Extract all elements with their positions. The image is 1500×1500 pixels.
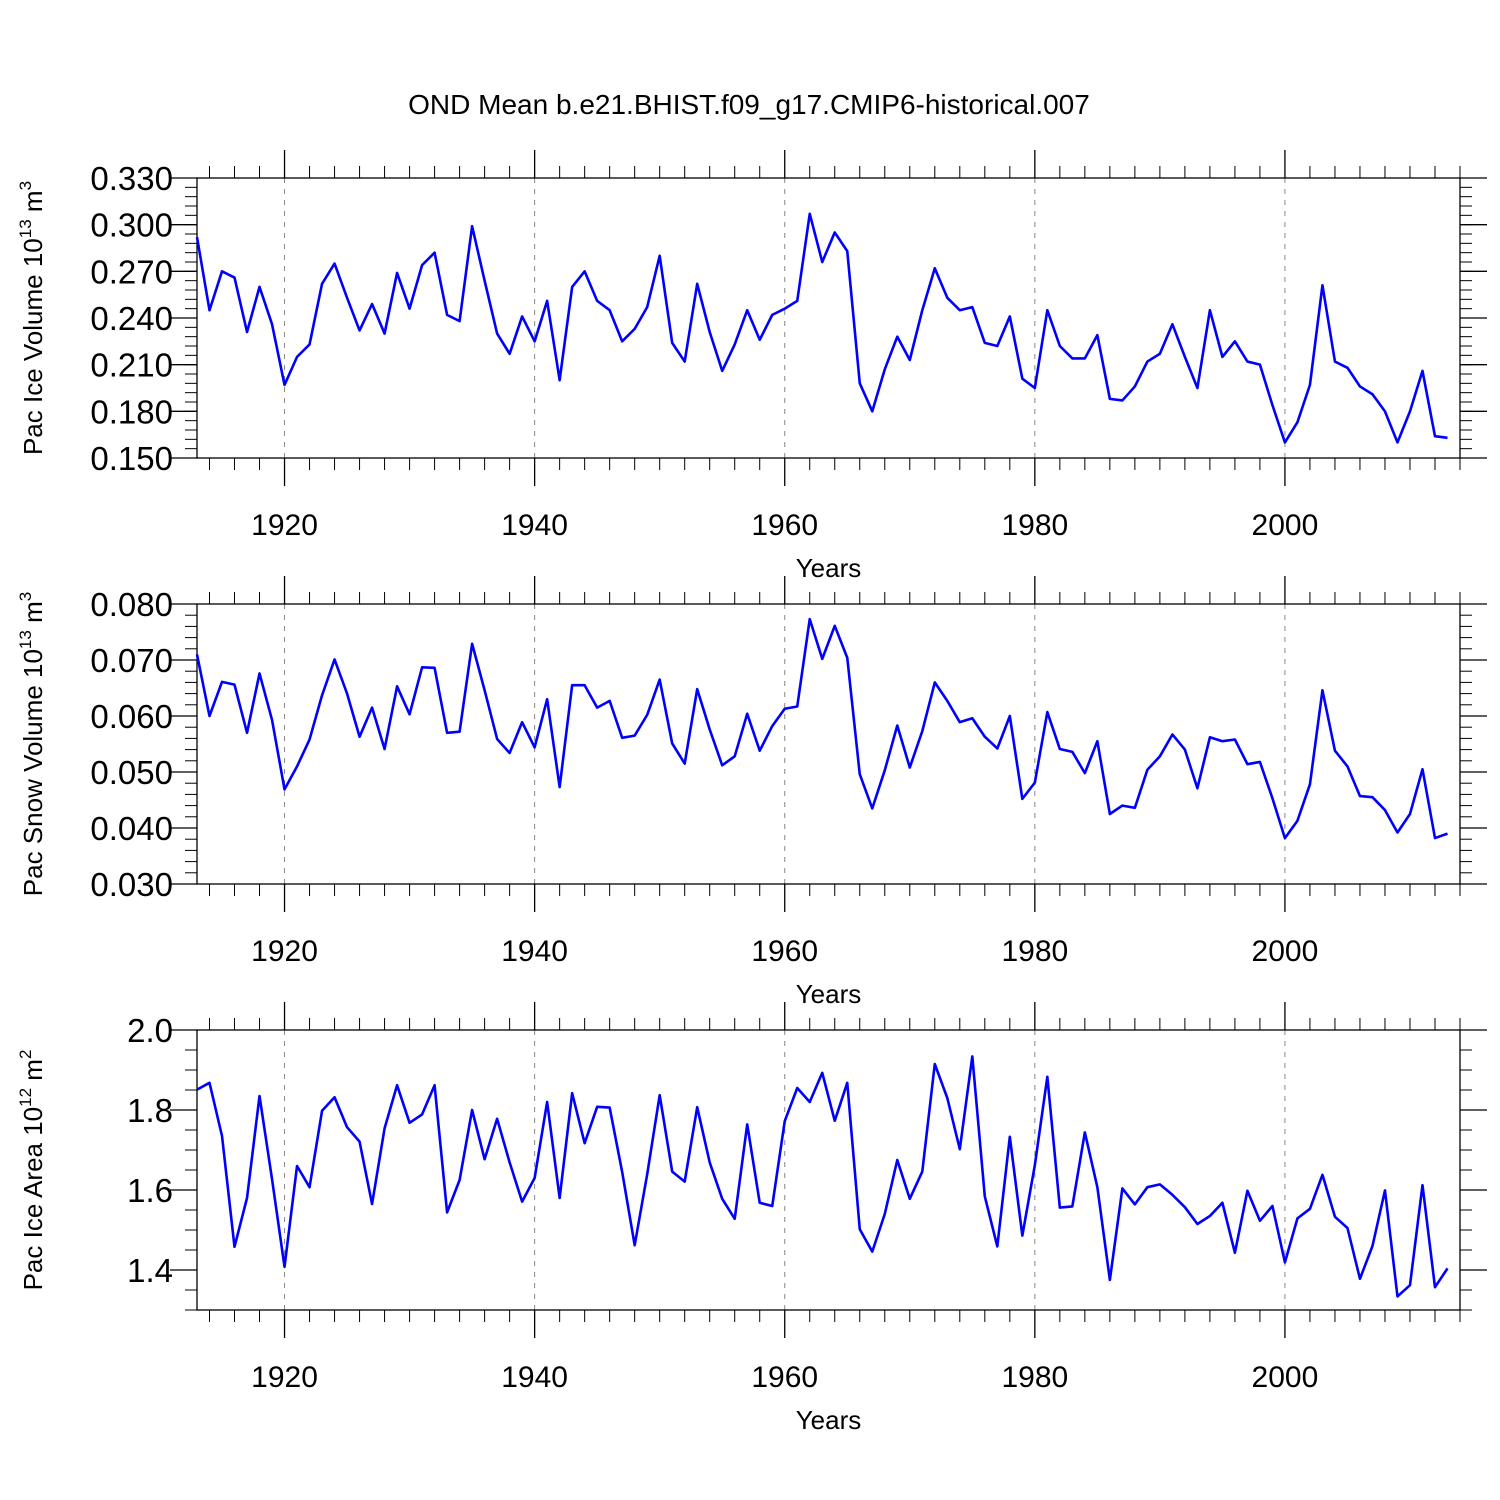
plot-frame	[196, 177, 1461, 459]
y-axis-label-unit: m	[18, 601, 48, 630]
y-tick-label: 0.210	[90, 347, 173, 384]
x-axis-label: Years	[796, 553, 862, 583]
y-axis-label-exp: 13	[16, 219, 35, 238]
x-tick-label: 2000	[1252, 1361, 1319, 1394]
y-axis-label-base: Pac Snow Volume 10	[18, 649, 48, 896]
y-tick-label: 1.4	[127, 1252, 173, 1289]
y-axis-label-exp: 12	[16, 1088, 35, 1107]
y-axis-label-base: Pac Ice Area 10	[18, 1107, 48, 1291]
y-axis-label: Pac Ice Volume 1013 m3	[16, 181, 48, 455]
y-tick-label: 0.080	[90, 586, 173, 623]
x-tick-label: 1920	[251, 509, 318, 542]
y-axis-label: Pac Snow Volume 1013 m3	[16, 592, 48, 896]
x-axis-label: Years	[796, 979, 862, 1009]
data-series-line	[195, 212, 1448, 444]
x-tick-label: 1940	[501, 935, 568, 968]
y-axis-label-unit: m	[18, 1059, 48, 1088]
plot-frame	[196, 1029, 1461, 1311]
x-tick-label: 1960	[751, 1361, 818, 1394]
y-axis-label-unit: m	[18, 190, 48, 219]
y-tick-label: 0.070	[90, 642, 173, 679]
x-tick-label: 1920	[251, 935, 318, 968]
y-axis-label-base: Pac Ice Volume 10	[18, 238, 48, 455]
y-tick-label: 0.240	[90, 300, 173, 337]
x-tick-label: 1960	[751, 935, 818, 968]
y-axis-label-unit-exp: 2	[16, 1050, 35, 1059]
y-tick-label: 0.180	[90, 393, 173, 430]
x-axis-label: Years	[796, 1405, 862, 1435]
x-tick-label: 2000	[1252, 935, 1319, 968]
chart-panel-2: 0.030 0.040 0.050 0.060 0.070 0.080 1920 1940 19…	[16, 576, 1487, 1009]
y-axis-label: Pac Ice Area 1012 m2	[16, 1050, 48, 1291]
y-tick-label: 0.150	[90, 440, 173, 477]
x-tick-label: 1920	[251, 1361, 318, 1394]
y-tick-label: 0.050	[90, 754, 173, 791]
x-tick-label: 1940	[501, 1361, 568, 1394]
data-series-line	[196, 1055, 1449, 1298]
chart-title: OND Mean b.e21.BHIST.f09_g17.CMIP6-histo…	[408, 89, 1090, 120]
y-tick-label: 2.0	[127, 1012, 173, 1049]
y-axis-label-exp: 13	[16, 630, 35, 649]
y-tick-label: 0.030	[90, 866, 173, 903]
y-tick-label: 0.060	[90, 698, 173, 735]
x-tick-label: 1980	[1001, 935, 1068, 968]
y-tick-label: 1.6	[127, 1172, 173, 1209]
y-axis-label-unit-exp: 3	[16, 592, 35, 601]
chart-panel-3: 1.4 1.6 1.8 2.0 1920 1940 1960 1980 2000 Years Pac…	[16, 1002, 1487, 1435]
x-tick-label: 1980	[1001, 1361, 1068, 1394]
y-tick-label: 0.270	[90, 253, 173, 290]
y-tick-label: 0.040	[90, 810, 173, 847]
x-tick-label: 2000	[1252, 509, 1319, 542]
x-tick-label: 1980	[1001, 509, 1068, 542]
x-tick-label: 1940	[501, 509, 568, 542]
y-tick-label: 1.8	[127, 1092, 173, 1129]
plot-frame	[196, 603, 1461, 885]
chart-panel-1: 0.150 0.180 0.210 0.240 0.270 0.300 0.330 1920 1…	[16, 150, 1487, 583]
x-tick-label: 1960	[751, 509, 818, 542]
y-tick-label: 0.300	[90, 207, 173, 244]
y-tick-label: 0.330	[90, 160, 173, 197]
data-series-line	[195, 617, 1448, 840]
y-axis-label-unit-exp: 3	[16, 181, 35, 190]
